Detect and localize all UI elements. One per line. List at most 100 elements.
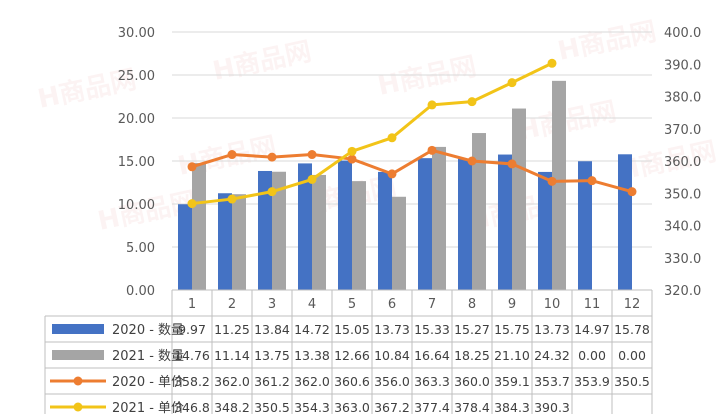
point-2020-price [627, 187, 637, 197]
point-2021-price [467, 97, 477, 107]
series-name: 2021 - 单价 [112, 401, 184, 414]
table-cell-value: 10.84 [374, 348, 410, 363]
bar-2021-qty [392, 196, 406, 290]
table-cell-value: 0.00 [578, 348, 606, 363]
bar-2021-qty [432, 146, 446, 290]
point-2020-price [467, 156, 477, 166]
table-cell-value: 14.97 [574, 322, 610, 337]
right-axis-tick-label: 340.0 [664, 220, 701, 235]
table-cell-value: 356.0 [374, 374, 410, 389]
category-label: 4 [308, 297, 316, 312]
table-cell-value: 15.05 [334, 322, 370, 337]
bar-2020-qty [418, 158, 432, 290]
bar-2020-qty [578, 161, 592, 290]
table-cell-value: 390.3 [534, 400, 570, 414]
table-cell-value: 358.2 [174, 374, 210, 389]
table-cell-value: 13.73 [534, 322, 570, 337]
table-cell-value: 11.25 [214, 322, 250, 337]
table-cell-value: 348.2 [214, 400, 250, 414]
category-label: 12 [624, 297, 641, 312]
series-name: 2020 - 单价 [112, 375, 184, 390]
bar-2021-qty [512, 108, 526, 290]
point-2020-price [267, 152, 277, 162]
table-cell-value: 15.27 [454, 322, 490, 337]
series-name: 2020 - 数量 [112, 323, 184, 338]
category-label: 6 [388, 297, 396, 312]
left-axis-tick-label: 0.00 [126, 284, 155, 299]
bar-series-layer [178, 80, 632, 291]
point-2021-price [547, 58, 557, 68]
table-cell-value: 350.5 [254, 400, 290, 414]
right-axis-tick-label: 370.0 [664, 123, 701, 138]
table-cell-value: 353.7 [534, 374, 570, 389]
point-2021-price [427, 100, 437, 110]
point-2021-price [347, 146, 357, 156]
left-axis-tick-label: 25.00 [118, 69, 155, 84]
legend-key-marker [73, 376, 83, 386]
point-2020-price [387, 169, 397, 179]
table-cell-value: 14.72 [294, 322, 330, 337]
bar-2020-qty [338, 160, 352, 290]
table-cell-value: 360.0 [454, 374, 490, 389]
table-cell-value: 24.32 [534, 348, 570, 363]
table-cell-value: 363.0 [334, 400, 370, 414]
bar-2020-qty [218, 193, 232, 290]
point-2020-price [347, 154, 357, 164]
right-axis-tick-label: 380.0 [664, 91, 701, 106]
table-cell-value: 367.2 [374, 400, 410, 414]
watermark-logo: H商品网 [515, 96, 619, 147]
bar-2020-qty [618, 154, 632, 290]
table-cell-value: 15.78 [614, 322, 650, 337]
axis-labels: 0.00 5.00 10.00 15.00 20.00 25.00 30.00 320.0 33… [118, 26, 701, 299]
table-cell-value: 12.66 [334, 348, 370, 363]
line-2021-price [191, 61, 553, 206]
point-2020-price [507, 159, 517, 169]
right-axis-tick-label: 360.0 [664, 155, 701, 170]
bar-2020-qty [498, 154, 512, 290]
table-cell-value: 362.0 [214, 374, 250, 389]
table-cell-value: 362.0 [294, 374, 330, 389]
point-2021-price [307, 174, 317, 184]
left-axis-tick-label: 15.00 [118, 155, 155, 170]
bar-2021-qty [352, 181, 366, 290]
left-axis-tick-label: 20.00 [118, 112, 155, 127]
right-axis-tick-label: 320.0 [664, 284, 701, 299]
category-label: 8 [468, 297, 476, 312]
point-2021-price [507, 78, 517, 88]
table-cell-value: 13.84 [254, 322, 290, 337]
category-label: 1 [188, 297, 196, 312]
series-name: 2021 - 数量 [112, 349, 184, 364]
left-axis-tick-label: 10.00 [118, 198, 155, 213]
table-cell-value: 15.33 [414, 322, 450, 337]
bar-2020-qty [538, 171, 552, 290]
bar-2021-qty [312, 174, 326, 290]
line-2020-price [191, 148, 633, 194]
table-cell-value: 384.3 [494, 400, 530, 414]
table-cell-value: 13.75 [254, 348, 290, 363]
table-cell-value: 360.6 [334, 374, 370, 389]
bar-2021-qty [192, 163, 206, 290]
table-cell-value: 363.3 [414, 374, 450, 389]
bar-2020-qty [298, 163, 312, 290]
bar-2021-qty [472, 133, 486, 290]
table-cell-value: 361.2 [254, 374, 290, 389]
point-2020-price [427, 145, 437, 155]
category-label: 7 [428, 297, 436, 312]
bar-2020-qty [378, 171, 392, 290]
left-axis-tick-label: 5.00 [126, 241, 155, 256]
bar-2021-qty [552, 80, 566, 291]
watermark-logo: H商品网 [555, 16, 659, 67]
category-label: 2 [228, 297, 236, 312]
right-axis-tick-label: 400.0 [664, 26, 701, 41]
right-axis-tick-label: 390.0 [664, 58, 701, 73]
watermark-logo: H商品网 [375, 51, 479, 102]
line-series-layer [187, 58, 637, 209]
table-cell-value: 9.97 [178, 322, 206, 337]
point-2021-price [227, 194, 237, 204]
right-axis-tick-label: 350.0 [664, 187, 701, 202]
bar-2020-qty [178, 204, 192, 290]
table-cell-value: 21.10 [494, 348, 530, 363]
